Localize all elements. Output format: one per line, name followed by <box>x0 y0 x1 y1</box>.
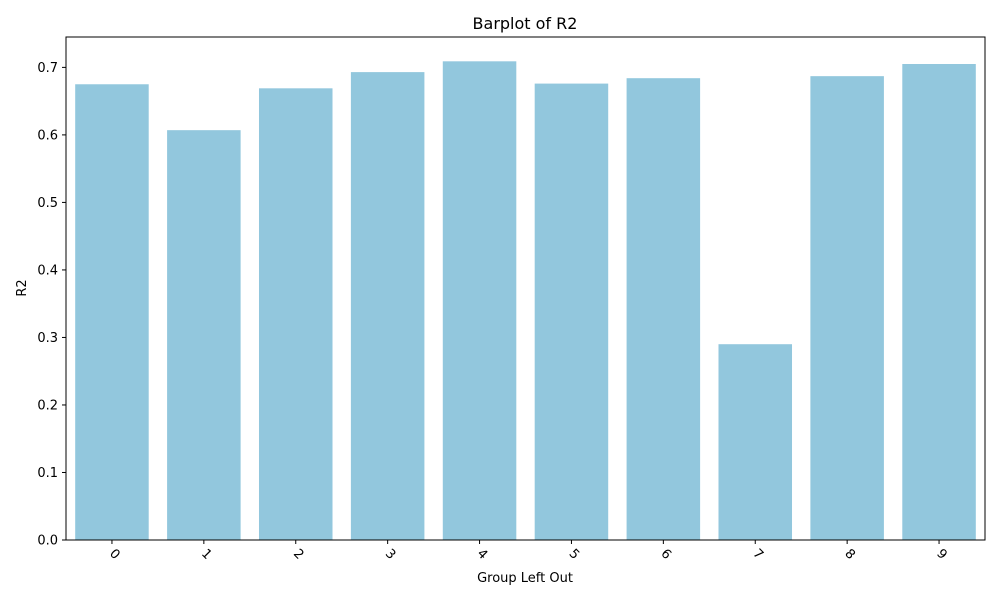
bar-5 <box>534 83 609 540</box>
bar-1 <box>167 130 241 541</box>
y-tick-label: 0.0 <box>37 534 58 549</box>
bar-7 <box>718 344 793 540</box>
bar-8 <box>810 76 884 540</box>
x-axis-label: Group Left Out <box>477 571 573 586</box>
y-axis-label: R2 <box>15 279 30 296</box>
y-tick-label: 0.7 <box>37 61 58 76</box>
bar-9 <box>902 64 976 540</box>
y-tick-label: 0.6 <box>37 128 58 143</box>
y-tick-label: 0.5 <box>37 196 58 211</box>
bars-group <box>75 61 976 541</box>
y-axis-ticks: 0.0 0.1 0.2 0.3 0.4 0.5 0.6 0.7 <box>37 61 66 549</box>
y-tick-label: 0.3 <box>37 331 58 346</box>
plot-frame <box>65 36 986 541</box>
y-tick-label: 0.1 <box>37 466 58 481</box>
bar-6 <box>626 78 701 540</box>
bar-4 <box>442 61 517 541</box>
chart-title: Barplot of R2 <box>473 14 578 33</box>
y-tick-label: 0.2 <box>37 398 58 413</box>
bar-3 <box>350 72 425 541</box>
y-tick-label: 0.4 <box>37 263 58 278</box>
bar-2 <box>258 88 333 540</box>
bar-0 <box>75 84 149 540</box>
